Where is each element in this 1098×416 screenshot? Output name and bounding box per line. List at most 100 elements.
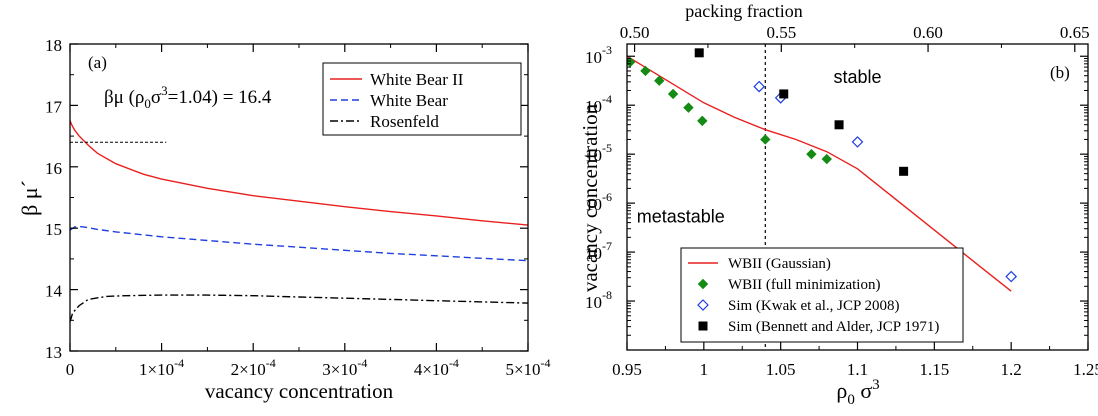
a-x-tick-label: 5×10-4 [505,356,550,379]
panel-a-chart: 0 1×10-4 2×10-4 3×10-4 4×10-4 5×10-4131415161… [17,36,551,403]
panel-b-y-axis-title: vacancy concentration [578,103,602,292]
a-x-tick-label-exp: -4 [266,356,276,370]
panel-b-chart: 0.95 1 1.05 1.1 1.15 1.2 1.25 0.50 0.55 0.60 0.65 1… [578,1,1098,408]
b-x-tick-label: 1.2 [1001,360,1022,379]
b-top-tick-label: 0.50 [620,23,650,42]
a-x-tick-label-exp: -4 [449,356,459,370]
a-series-line-white-bear-ii [70,120,528,226]
a-y-tick-label: 16 [45,159,62,178]
b-y-tick-base: 10 [585,195,602,214]
b-data-point [760,134,771,145]
a-x-tick-label-exp: -4 [357,356,367,370]
panel-b-x-axis-title: ρ0 σ3 [836,377,879,408]
b-data-point [667,88,679,100]
panel-b-label: (b) [1050,63,1070,82]
b-data-point [899,166,909,176]
b-data-point [654,75,665,86]
b-y-tick-sup: -3 [602,43,612,57]
panel-a-label: (a) [88,53,107,72]
b-legend-swatch [697,299,709,311]
b-x-tick-label: 1.15 [919,360,949,379]
b-data-point [640,65,651,77]
b-top-tick-label: 0.55 [766,23,796,42]
b-x-tick-label: 1.1 [847,360,868,379]
b-data-point [851,136,864,148]
b-y-tick-label: 10-5 [585,141,612,165]
b-y-tick-label: 10-6 [585,190,612,214]
b-y-tick-sup: -6 [602,190,612,204]
a-y-tick-label: 18 [45,36,62,55]
a-legend-label: White Bear II [370,70,464,89]
b-y-tick-base: 10 [585,293,602,312]
b-x-tick-label: 1.25 [1073,360,1098,379]
b-xtitle-sub: 0 [847,392,855,408]
b-series-line [627,55,1012,292]
b-y-tick-sup: -4 [602,92,612,106]
b-y-tick-base: 10 [585,48,602,67]
a-legend-label: Rosenfeld [370,112,439,131]
b-y-tick-base: 10 [585,97,602,116]
b-data-point [1005,270,1018,283]
a-x-tick-label-base: 5×10 [505,360,540,379]
b-data-point [753,80,766,93]
b-legend-swatch [697,278,709,290]
a-annot-base: βμ (ρ [104,87,144,108]
b-legend-label: Sim (Kwak et al., JCP 2008) [728,298,900,314]
panel-a-legend: White Bear II White Bear Rosenfeld [322,62,522,136]
b-x-tick-label: 0.95 [612,360,642,379]
b-data-point [834,120,844,130]
a-x-tick-label: 3×10-4 [322,356,367,379]
b-y-tick-sup: -7 [602,239,612,253]
b-data-point [779,89,789,99]
b-y-tick-sup: -8 [602,288,612,302]
b-data-point [694,48,704,58]
b-y-tick-base: 10 [585,244,602,263]
b-y-tick-label: 10-3 [585,43,612,67]
b-y-tick-label: 10-7 [585,239,612,263]
a-x-tick-label: 2×10-4 [231,356,276,379]
panel-a-annotation: βμ (ρ0σ3=1.04) = 16.4 [104,83,272,111]
panel-b-legend-box [680,247,964,343]
b-xtitle-rho: ρ [836,378,847,403]
a-annot-mid: σ [151,87,161,108]
a-x-tick-label: 4×10-4 [414,356,459,379]
a-x-tick-label-base: 2×10 [231,360,266,379]
a-annot-sup: 3 [161,83,168,98]
a-series-line-white-bear [70,225,528,262]
a-x-tick-label: 0 [66,360,75,379]
a-x-tick-label: 1×10-4 [139,356,184,379]
b-legend-swatch [698,321,708,331]
b-region-label: metastable [637,207,725,227]
a-x-tick-label-base: 1×10 [139,360,174,379]
a-annot-tail: =1.04) = 16.4 [168,87,272,108]
a-y-tick-label: 17 [45,97,63,116]
panel-a-y-axis-title: β μ´ [17,180,42,216]
b-x-tick-label: 1.05 [766,360,796,379]
panel-b-legend: WBII (Gaussian) WBII (full minimization) S… [680,247,964,343]
a-x-tick-label-base: 0 [66,360,75,379]
b-top-tick-label: 0.60 [913,23,943,42]
b-data-point [806,148,817,160]
b-x-tick-label: 1 [700,360,709,379]
b-xtitle-sup: 3 [872,377,880,393]
b-y-tick-label: 10-4 [585,92,612,116]
b-y-tick-label: 10-8 [585,288,612,312]
a-x-tick-label-base: 3×10 [322,360,357,379]
b-region-label: stable [833,67,881,87]
panel-a-x-axis-title: vacancy concentration [205,379,394,403]
a-y-tick-label: 13 [45,343,62,362]
b-legend-label: WBII (Gaussian) [728,256,831,272]
a-annot-sub: 0 [144,96,151,111]
a-x-tick-label-exp: -4 [174,356,184,370]
a-y-tick-label: 15 [45,220,62,239]
a-series-line-rosenfeld [70,294,528,322]
b-y-tick-base: 10 [585,146,602,165]
b-data-point [821,153,832,165]
b-legend-label: WBII (full minimization) [728,277,880,293]
b-top-tick-label: 0.65 [1060,23,1090,42]
b-data-point [683,102,694,113]
panel-a-legend-box [322,62,522,136]
a-y-tick-label: 14 [45,282,63,301]
b-data-point [697,115,708,127]
